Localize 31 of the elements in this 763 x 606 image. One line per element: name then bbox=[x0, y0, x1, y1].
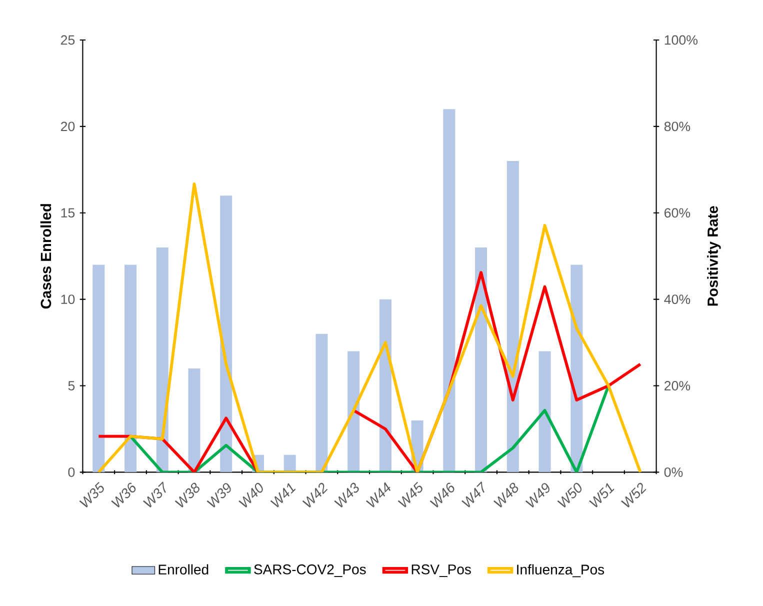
y-tick-label: 0 bbox=[68, 468, 75, 478]
bar bbox=[443, 109, 456, 472]
y2-tick-label: 80% bbox=[664, 122, 690, 132]
y2-axis-title: Positivity Rate bbox=[707, 206, 721, 306]
y-tick-label: 10 bbox=[61, 294, 75, 304]
y2-tick-label: 40% bbox=[664, 294, 690, 304]
bar bbox=[92, 264, 105, 472]
y-tick-label: 20 bbox=[60, 122, 75, 132]
bar bbox=[475, 248, 488, 472]
bar bbox=[284, 455, 296, 472]
bar bbox=[506, 161, 519, 472]
y2-tick-label: 100% bbox=[664, 35, 698, 45]
y2-tick-label: 20% bbox=[664, 381, 690, 391]
bar bbox=[348, 351, 360, 472]
legend-label: SARS-COV2_Pos bbox=[254, 564, 366, 578]
y-tick-label: 25 bbox=[60, 35, 75, 45]
bar bbox=[156, 248, 168, 472]
bar bbox=[124, 264, 137, 472]
y-tick-label: 5 bbox=[68, 381, 75, 391]
legend-label: RSV_Pos bbox=[412, 564, 471, 578]
bar bbox=[220, 196, 232, 472]
legend-label: Enrolled bbox=[158, 564, 208, 575]
bar bbox=[379, 300, 392, 472]
bar bbox=[188, 368, 200, 472]
bar bbox=[316, 334, 328, 472]
y-tick-label: 15 bbox=[61, 208, 75, 218]
y-axis-title: Cases Enrolled bbox=[40, 204, 52, 309]
bar bbox=[538, 351, 551, 472]
y2-tick-label: 60% bbox=[664, 208, 690, 218]
legend-label: Influenza_Pos bbox=[517, 564, 604, 578]
y2-tick-label: 0% bbox=[664, 468, 683, 478]
